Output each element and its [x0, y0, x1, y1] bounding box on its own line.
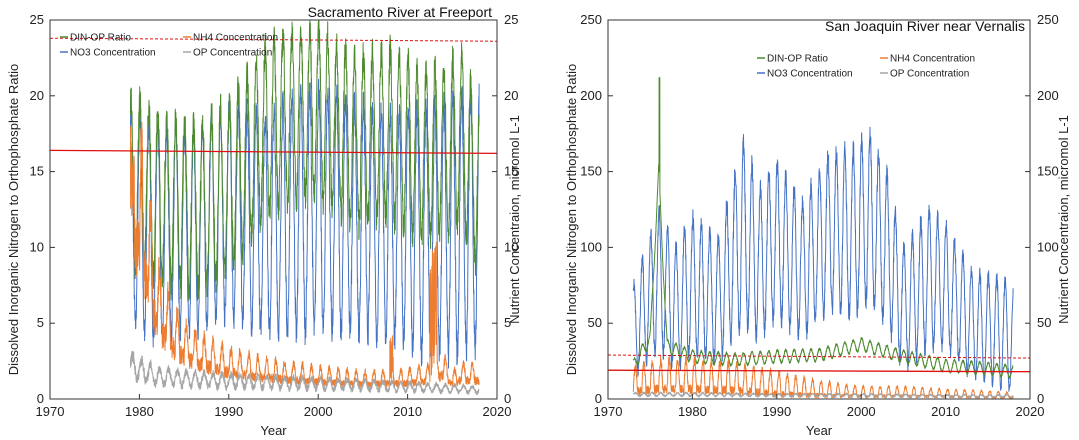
x-tick-label: 1970: [594, 404, 623, 419]
y2-tick-label: 0: [504, 391, 511, 406]
y-tick-label: 0: [595, 391, 602, 406]
chart-title: San Joaquin River near Vernalis: [825, 18, 1025, 34]
legend-label-din_op: DIN-OP Ratio: [767, 54, 828, 65]
x-tick-label: 1980: [125, 404, 154, 419]
series-op-line: [130, 350, 480, 396]
x-axis-label: Year: [806, 423, 833, 438]
y-tick-label: 10: [30, 239, 44, 254]
y-tick-label: 15: [30, 164, 44, 179]
chart-title: Sacramento River at Freeport: [308, 4, 493, 20]
series-no3-line: [632, 126, 1014, 392]
x-tick-label: 1990: [214, 404, 243, 419]
legend-label-op: OP Concentration: [193, 48, 272, 59]
x-tick-label: 2000: [304, 404, 333, 419]
y2-axis-label: Nutrient Concentraion, micromol L-1: [1056, 115, 1071, 324]
plot-frame: [607, 19, 1031, 400]
plot-area: [130, 20, 480, 396]
y2-tick-label: 250: [1037, 12, 1059, 27]
y-tick-label: 250: [580, 12, 602, 27]
reference-line-solid: [49, 149, 498, 155]
series-op-line: [632, 391, 1014, 399]
legend-label-nh4: NH4 Concentration: [890, 54, 975, 65]
x-tick-label: 2000: [847, 404, 876, 419]
reference-line-solid: [607, 369, 1031, 373]
x-tick-label: 2010: [931, 404, 960, 419]
y-tick-label: 5: [37, 315, 44, 330]
x-tick-label: 2020: [483, 404, 512, 419]
y-tick-label: 100: [580, 239, 602, 254]
y-tick-label: 0: [37, 391, 44, 406]
reference-line-dashed: [607, 354, 1031, 359]
legend: DIN-OP Ratio NH4 Concentration NO3 Concent…: [757, 54, 975, 80]
y2-tick-label: 150: [1037, 164, 1059, 179]
series-no3-line: [130, 78, 480, 369]
legend: DIN-OP Ratio NH4 Concentration NO3 Concent…: [60, 33, 278, 59]
y2-tick-label: 25: [504, 12, 518, 27]
y-tick-label: 20: [30, 88, 44, 103]
y2-tick-label: 15: [504, 164, 518, 179]
series-din_op-line: [632, 77, 1014, 379]
chart-panel-1: 1970 1980 1990 2000 2010 20200510152025051015…: [6, 4, 522, 438]
x-axis-label: Year: [260, 423, 287, 438]
x-tick-label: 1990: [762, 404, 791, 419]
y2-axis-label: Nutrient Concentraion, micromol L-1: [507, 115, 522, 324]
y2-tick-label: 100: [1037, 239, 1059, 254]
reference-line-dashed: [49, 37, 498, 42]
y-axis-label: Dissolved Inorganic Nitrogen to Orthopho…: [6, 64, 21, 375]
x-tick-label: 1980: [678, 404, 707, 419]
y-axis-label: Dissolved Inorganic Nitrogen to Orthopho…: [564, 64, 579, 375]
legend-label-din_op: DIN-OP Ratio: [70, 33, 131, 44]
legend-label-no3: NO3 Concentration: [70, 48, 156, 59]
legend-label-nh4: NH4 Concentration: [193, 33, 278, 44]
y2-tick-label: 200: [1037, 88, 1059, 103]
x-tick-label: 1970: [36, 404, 65, 419]
plot-area: [632, 77, 1014, 399]
y2-tick-label: 50: [1037, 315, 1051, 330]
series-din_op-line: [130, 20, 480, 301]
chart-panel-2: 1970 1980 1990 2000 2010 20200501001502002500…: [564, 12, 1071, 438]
plot-frame: [49, 19, 498, 400]
y-tick-label: 50: [588, 315, 602, 330]
y2-tick-label: 20: [504, 88, 518, 103]
legend-label-op: OP Concentration: [890, 69, 969, 80]
y2-tick-label: 0: [1037, 391, 1044, 406]
y-tick-label: 25: [30, 12, 44, 27]
legend-label-no3: NO3 Concentration: [767, 69, 853, 80]
y-tick-label: 200: [580, 88, 602, 103]
x-tick-label: 2020: [1016, 404, 1045, 419]
y2-tick-label: 5: [504, 315, 511, 330]
y2-tick-label: 10: [504, 239, 518, 254]
x-tick-label: 2010: [393, 404, 422, 419]
y-tick-label: 150: [580, 164, 602, 179]
